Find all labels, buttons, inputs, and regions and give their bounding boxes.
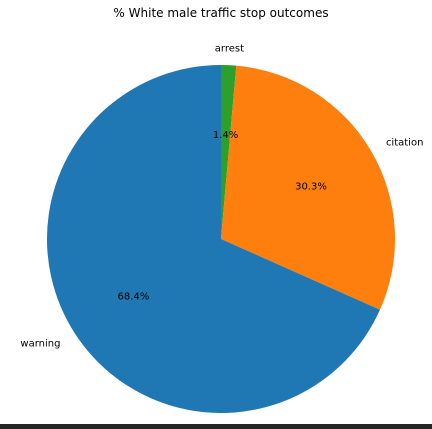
slice-label-arrest: arrest	[215, 43, 244, 54]
slice-label-warning: warning	[20, 339, 60, 350]
pie-slice-citation	[221, 65, 395, 310]
slice-percent-arrest: 1.4%	[213, 130, 238, 141]
pie-slice-arrest	[221, 65, 237, 239]
chart-title: % White male traffic stop outcomes	[113, 6, 328, 20]
slice-label-citation: citation	[386, 137, 423, 148]
slice-percent-warning: 68.4%	[118, 291, 150, 302]
slice-percent-citation: 30.3%	[295, 182, 327, 193]
pie-slices	[46, 65, 395, 413]
bottom-border	[0, 424, 432, 429]
pie-slice-warning	[46, 65, 380, 413]
pie-labels: arrest 1.4% citation 30.3% warning 68.4%	[20, 43, 423, 349]
